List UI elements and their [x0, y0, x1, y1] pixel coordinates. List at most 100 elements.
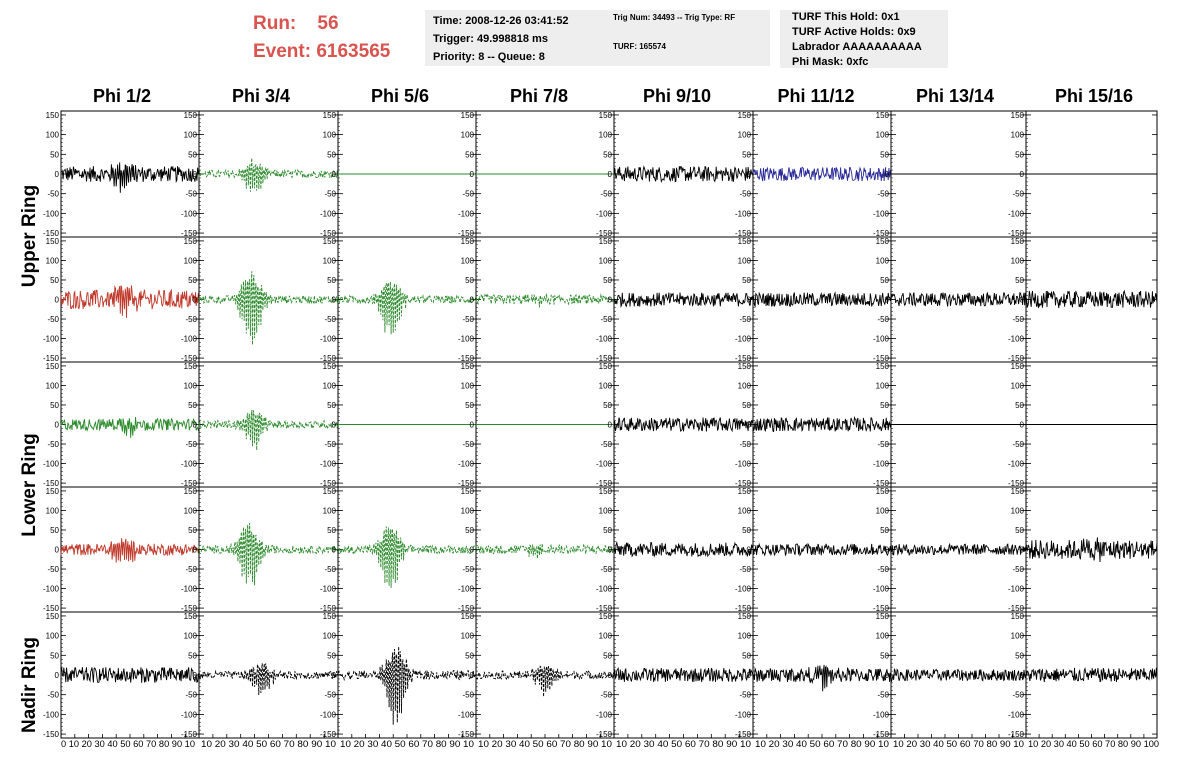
- y-tick-label: -50: [600, 691, 612, 700]
- y-tick-label: 100: [876, 256, 890, 265]
- y-tick-label: 150: [461, 612, 475, 621]
- y-tick-label: -100: [873, 710, 890, 719]
- x-tick-labels-c5: 10 20 30 40 50 60 70 80 90 10: [755, 739, 889, 749]
- y-tick-label: 0: [55, 546, 60, 555]
- y-tick-label: -100: [458, 335, 475, 344]
- y-tick-label: 150: [738, 111, 752, 120]
- y-tick-label: -150: [458, 604, 475, 613]
- waveform-r3-c1: [198, 522, 339, 586]
- y-tick-label: 50: [465, 651, 474, 660]
- y-tick-label: -150: [873, 730, 890, 739]
- waveform-r0-c4: [613, 165, 754, 184]
- y-tick-label: 150: [46, 111, 60, 120]
- x-tick-labels-c1: 10 20 30 40 50 60 70 80 90 10: [201, 739, 336, 749]
- y-tick-label: -50: [47, 315, 59, 324]
- y-tick-label: -150: [596, 604, 613, 613]
- waveform-r3-c4: [613, 540, 754, 558]
- y-tick-label: 150: [876, 111, 890, 120]
- y-tick-label: 100: [184, 632, 198, 641]
- y-tick-label: 50: [603, 150, 612, 159]
- column-header-phi-15-16: Phi 15/16: [1054, 86, 1134, 106]
- y-tick-label: 50: [188, 651, 197, 660]
- y-tick-label: -150: [458, 479, 475, 488]
- y-tick-label: 150: [599, 111, 613, 120]
- y-tick-label: 0: [193, 546, 198, 555]
- y-tick-label: 150: [323, 612, 337, 621]
- y-tick-label: -100: [1008, 585, 1025, 594]
- y-tick-label: 0: [193, 170, 198, 179]
- y-tick-label: 0: [470, 421, 475, 430]
- waveform-r4-c6: [890, 667, 1027, 683]
- y-tick-label: 100: [323, 256, 337, 265]
- waveform-r3-c6: [890, 542, 1027, 556]
- y-tick-label: -150: [735, 479, 752, 488]
- y-tick-label: 150: [323, 362, 337, 371]
- column-header-phi-1-2: Phi 1/2: [92, 86, 152, 106]
- y-tick-label: -100: [873, 460, 890, 469]
- y-tick-label: -150: [1008, 229, 1025, 238]
- y-tick-label: 50: [742, 651, 751, 660]
- y-tick-label: -50: [47, 440, 59, 449]
- y-tick-label: 150: [599, 362, 613, 371]
- y-tick-label: 150: [876, 612, 890, 621]
- y-tick-label: 50: [465, 526, 474, 535]
- column-header-phi-7-8: Phi 7/8: [509, 86, 569, 106]
- y-tick-label: 100: [46, 506, 60, 515]
- y-tick-label: 50: [50, 401, 59, 410]
- y-tick-label: -100: [735, 585, 752, 594]
- y-tick-label: 100: [461, 256, 475, 265]
- y-tick-label: -50: [185, 565, 197, 574]
- y-tick-label: 150: [876, 362, 890, 371]
- y-tick-label: -100: [320, 585, 337, 594]
- y-tick-label: -50: [1012, 691, 1024, 700]
- waveform-r0-c1: [198, 157, 339, 192]
- y-tick-label: 100: [738, 506, 752, 515]
- y-tick-label: 50: [742, 276, 751, 285]
- y-tick-label: -50: [185, 440, 197, 449]
- y-tick-label: 0: [332, 421, 337, 430]
- y-tick-label: 0: [55, 671, 60, 680]
- y-tick-label: 0: [885, 546, 890, 555]
- y-tick-label: 100: [738, 632, 752, 641]
- y-tick-label: -150: [181, 479, 198, 488]
- y-tick-label: -150: [320, 479, 337, 488]
- waveform-r1-c4: [613, 292, 754, 308]
- y-tick-label: -50: [324, 565, 336, 574]
- y-tick-label: 150: [184, 237, 198, 246]
- y-tick-label: 100: [46, 632, 60, 641]
- y-tick-label: -150: [735, 229, 752, 238]
- y-tick-label: -150: [320, 229, 337, 238]
- y-tick-label: 150: [323, 111, 337, 120]
- waveform-r1-c6: [890, 291, 1027, 308]
- y-tick-label: 150: [1011, 362, 1025, 371]
- y-tick-label: 150: [599, 237, 613, 246]
- y-tick-label: -150: [873, 479, 890, 488]
- y-tick-label: -150: [1008, 604, 1025, 613]
- y-tick-label: -100: [320, 335, 337, 344]
- y-tick-label: 50: [327, 651, 336, 660]
- y-tick-label: -100: [873, 335, 890, 344]
- y-tick-label: -100: [1008, 335, 1025, 344]
- y-tick-label: 0: [470, 296, 475, 305]
- y-tick-label: -150: [43, 730, 60, 739]
- y-tick-label: 0: [1020, 671, 1025, 680]
- trigger-info-box: Trig Num: 34493 -- Trig Type: RF TURF: 1…: [605, 10, 770, 66]
- y-tick-label: 100: [184, 131, 198, 140]
- y-tick-label: -150: [735, 354, 752, 363]
- y-tick-label: -150: [596, 229, 613, 238]
- y-tick-label: 50: [880, 401, 889, 410]
- waveform-r4-c1: [198, 663, 339, 696]
- event-label: Event:: [253, 41, 312, 62]
- y-tick-label: -50: [739, 565, 751, 574]
- y-tick-label: -150: [181, 604, 198, 613]
- y-tick-label: 150: [46, 362, 60, 371]
- y-tick-label: 150: [461, 237, 475, 246]
- y-tick-label: -50: [1012, 315, 1024, 324]
- y-tick-label: 50: [1015, 651, 1024, 660]
- waveform-r1-c5: [752, 291, 892, 308]
- run-event-box: Run: 56 Event: 6163565: [253, 10, 390, 66]
- y-tick-label: -100: [596, 710, 613, 719]
- y-tick-label: 150: [1011, 111, 1025, 120]
- y-tick-label: 50: [327, 401, 336, 410]
- y-tick-label: 100: [876, 632, 890, 641]
